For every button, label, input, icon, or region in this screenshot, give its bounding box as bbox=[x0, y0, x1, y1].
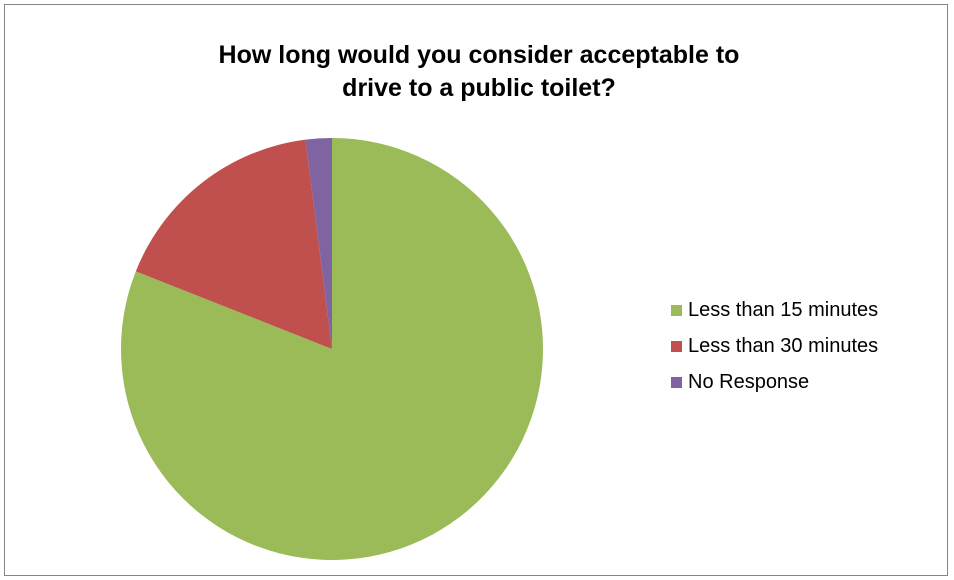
legend-label-less-than-15: Less than 15 minutes bbox=[688, 298, 879, 321]
chart-title-line-2: drive to a public toilet? bbox=[342, 74, 616, 102]
pie-slice-less-than-30 bbox=[135, 139, 332, 349]
legend-swatch-less-than-30 bbox=[671, 340, 682, 352]
pie-slice-less-than-15 bbox=[121, 138, 544, 560]
legend-item-less-than-30: Less than 30 minutes bbox=[671, 331, 951, 361]
legend-label-less-than-30: Less than 30 minutes bbox=[688, 334, 879, 357]
legend-label-no-response: No Response bbox=[688, 370, 810, 393]
pie-plot bbox=[121, 138, 544, 560]
chart-title-line-1: How long would you consider acceptable t… bbox=[218, 41, 740, 69]
legend-item-no-response: No Response bbox=[671, 367, 951, 397]
legend-swatch-less-than-15 bbox=[671, 304, 682, 316]
chart-title: How long would you consider acceptable t… bbox=[5, 39, 953, 105]
legend-swatch-no-response bbox=[671, 376, 682, 388]
legend: Less than 15 minutes Less than 30 minute… bbox=[671, 295, 951, 403]
pie-slice-no-response bbox=[305, 138, 332, 349]
legend-item-less-than-15: Less than 15 minutes bbox=[671, 295, 951, 325]
chart-area: How long would you consider acceptable t… bbox=[4, 4, 948, 576]
